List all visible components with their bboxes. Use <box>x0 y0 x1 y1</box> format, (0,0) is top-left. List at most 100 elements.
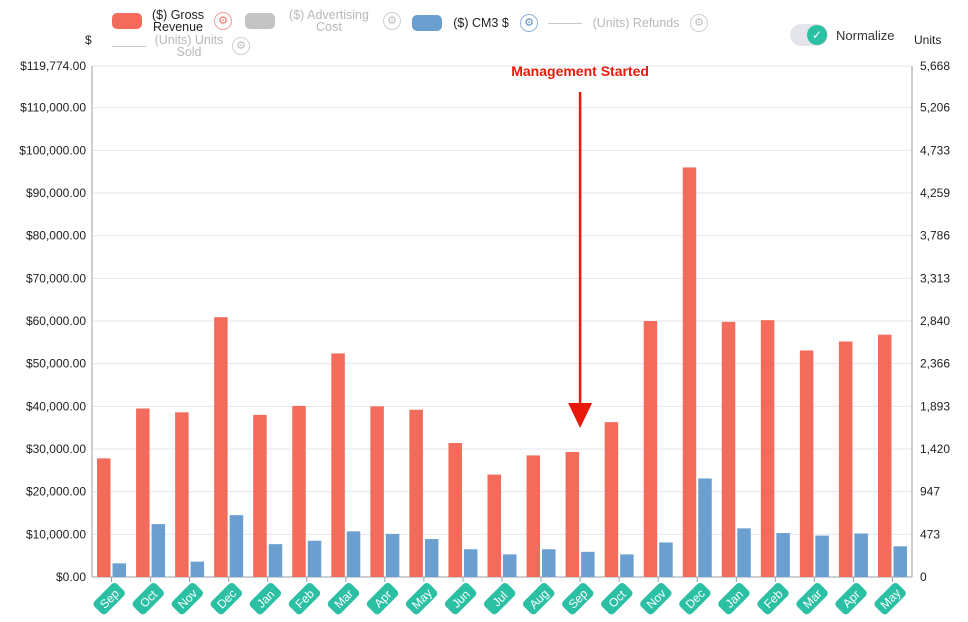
y-tick-label: $50,000.00 <box>26 357 86 371</box>
gear-icon[interactable]: ⚙ <box>520 14 538 32</box>
bar-gross-revenue <box>136 408 150 577</box>
bar-cm3 <box>776 533 790 577</box>
gear-icon[interactable]: ⚙ <box>232 37 250 55</box>
x-tick-label: Sep <box>93 582 125 615</box>
advertising-cost-swatch <box>245 13 275 29</box>
bar-cm3 <box>620 554 634 577</box>
x-tick-pill <box>132 582 164 615</box>
y2-tick-label: 3,313 <box>920 271 950 285</box>
bar-cm3 <box>463 549 478 577</box>
bar-cm3 <box>268 544 283 577</box>
cm3-swatch <box>412 15 442 31</box>
x-tick-label: Jul <box>483 582 516 615</box>
x-tick-label: Feb <box>288 582 321 615</box>
bar-cm3 <box>229 515 244 577</box>
x-tick-pill <box>249 582 282 615</box>
x-tick-pill <box>327 582 360 615</box>
legend-advertising-cost[interactable]: ($) Advertising Cost ⚙ <box>245 9 401 33</box>
bar-cm3 <box>424 539 439 577</box>
x-tick-pill <box>444 582 477 615</box>
gear-icon[interactable]: ⚙ <box>690 14 708 32</box>
x-tick-label: Sep <box>562 582 594 615</box>
x-tick-pill <box>796 582 828 615</box>
bar-gross-revenue <box>760 320 775 577</box>
bar-cm3 <box>385 533 400 577</box>
x-tick-pill <box>601 582 633 615</box>
x-tick-label: Feb <box>757 582 789 615</box>
x-tick-pill <box>405 582 438 615</box>
y-tick-label: $100,000.00 <box>19 143 86 157</box>
bar-cm3 <box>659 542 673 577</box>
bar-gross-revenue <box>838 341 853 577</box>
x-tick-label: Mar <box>796 582 828 615</box>
annotation-arrow-head <box>568 403 593 428</box>
y2-tick-label: 1,893 <box>920 399 950 413</box>
legend-label: ($) Advertising Cost <box>289 8 369 34</box>
legend-label: ($) CM3 $ <box>453 16 509 30</box>
y-tick-label: $90,000.00 <box>26 186 86 200</box>
bar-cm3 <box>190 561 205 577</box>
bar-cm3 <box>854 533 868 577</box>
bar-cm3 <box>503 554 517 577</box>
y-tick-label: $20,000.00 <box>26 485 86 499</box>
y-tick-label: $60,000.00 <box>26 314 86 328</box>
legend-gross-revenue[interactable]: ($) Gross Revenue ⚙ <box>112 9 232 33</box>
legend-label: ($) Gross Revenue <box>151 8 205 34</box>
x-tick-label: Aug <box>523 582 555 615</box>
gear-icon[interactable]: ⚙ <box>214 12 232 30</box>
bar-gross-revenue <box>409 409 423 577</box>
y-tick-label: $119,774.00 <box>20 59 86 73</box>
annotation-label: Management Started <box>511 63 649 79</box>
units-sold-line-swatch <box>112 45 146 47</box>
y-tick-label: $110,000.00 <box>20 101 86 115</box>
legend-refunds[interactable]: (Units) Refunds ⚙ <box>548 14 708 32</box>
bar-gross-revenue <box>253 414 267 577</box>
normalize-toggle[interactable]: ✓ Normalize <box>790 24 895 46</box>
bar-gross-revenue <box>487 474 501 577</box>
y2-tick-label: 2,840 <box>920 314 950 328</box>
bar-gross-revenue <box>214 317 228 577</box>
y2-tick-label: 5,668 <box>920 59 950 73</box>
x-tick-pill <box>640 582 672 615</box>
bar-gross-revenue <box>292 405 306 577</box>
toggle-switch[interactable]: ✓ <box>790 24 828 46</box>
bar-cm3 <box>307 540 322 577</box>
x-tick-pill <box>523 582 555 615</box>
y2-tick-label: 4,733 <box>920 143 950 157</box>
normalize-label: Normalize <box>836 27 895 43</box>
x-tick-pill <box>757 582 789 615</box>
y2-tick-label: 4,259 <box>920 186 950 200</box>
x-tick-label: Apr <box>366 582 399 615</box>
check-icon: ✓ <box>807 25 827 45</box>
y-tick-label: $40,000.00 <box>26 399 86 413</box>
x-tick-label: Mar <box>327 582 360 615</box>
x-tick-pill <box>835 582 867 615</box>
bar-gross-revenue <box>370 406 384 577</box>
x-tick-pill <box>483 582 516 615</box>
x-tick-label: Dec <box>210 582 242 615</box>
y-tick-label: $70,000.00 <box>26 271 86 285</box>
y2-tick-label: 473 <box>920 527 940 541</box>
x-tick-pill <box>874 582 906 615</box>
bar-gross-revenue <box>721 321 736 577</box>
x-tick-pill <box>366 582 399 615</box>
bar-gross-revenue <box>97 458 111 577</box>
bar-gross-revenue <box>448 443 462 577</box>
bar-cm3 <box>151 524 166 577</box>
x-tick-label: Jan <box>718 582 750 615</box>
legend-label: (Units) Refunds <box>592 16 680 30</box>
legend-units-sold[interactable]: (Units) Units Sold ⚙ <box>112 34 250 58</box>
x-tick-label: May <box>405 582 438 615</box>
y-tick-label: $80,000.00 <box>26 229 86 243</box>
legend-cm3[interactable]: ($) CM3 $ ⚙ <box>412 14 538 32</box>
gear-icon[interactable]: ⚙ <box>383 12 401 30</box>
bar-gross-revenue <box>682 167 697 577</box>
bar-cm3 <box>737 528 751 577</box>
bar-cm3 <box>581 551 595 577</box>
bar-gross-revenue <box>526 455 541 577</box>
y-tick-label: $0.00 <box>56 570 86 584</box>
gross-revenue-swatch <box>112 13 142 29</box>
bar-cm3 <box>542 549 556 577</box>
bar-cm3 <box>346 531 361 577</box>
